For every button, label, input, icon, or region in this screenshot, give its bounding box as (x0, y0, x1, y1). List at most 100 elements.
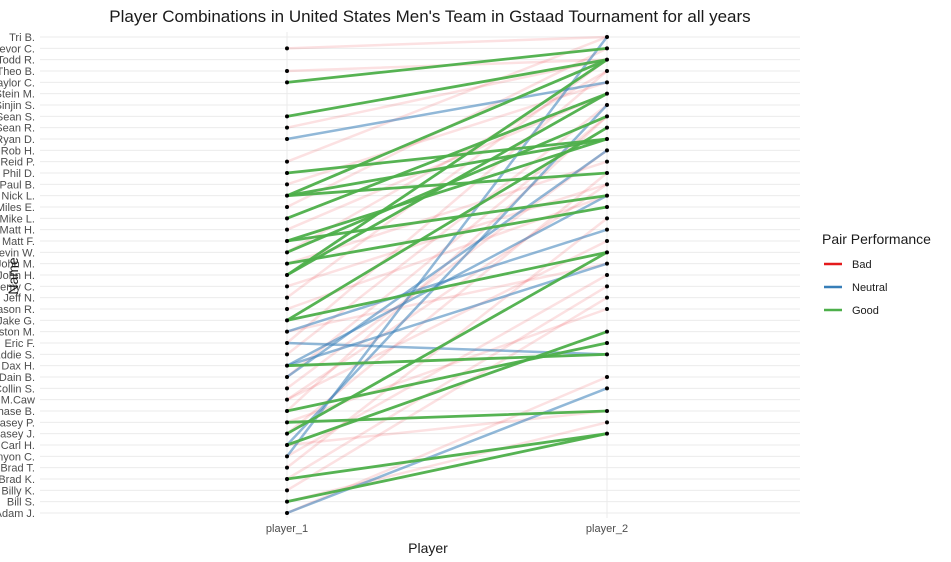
y-tick-labels: Adam J.Bill S.Billy K.Brad K.Brad T.Cany… (0, 32, 35, 520)
pair-line-bad (285, 69, 609, 254)
player-point (605, 193, 609, 198)
points-layer (285, 35, 609, 515)
player-point (285, 307, 289, 311)
y-tick-label: Brad T. (0, 463, 35, 475)
y-tick-label: Matt F. (2, 236, 35, 248)
pair-line-bad (285, 239, 609, 401)
player-point (605, 114, 609, 119)
y-tick-label: Sean S. (0, 111, 35, 123)
pair-line-bad (285, 160, 609, 265)
y-tick-label: Jake G. (0, 315, 35, 327)
player-point (605, 386, 609, 391)
pair-line-bad (285, 296, 609, 492)
player-point (605, 57, 609, 62)
y-tick-label: Theo B. (0, 66, 35, 78)
player-point (285, 341, 289, 345)
player-point (605, 137, 609, 141)
pair-line-good (285, 341, 609, 413)
y-tick-label: Chase B. (0, 406, 35, 418)
y-tick-label: Billy K. (1, 485, 35, 497)
player-point (285, 205, 289, 209)
pair-line-good (285, 432, 609, 481)
pair-line-good (285, 352, 609, 368)
player-point (605, 35, 609, 39)
y-tick-label: Todd R. (0, 55, 35, 67)
player-point (605, 227, 609, 232)
player-point (285, 46, 289, 51)
pair-line-neutral (285, 341, 609, 356)
player-point (605, 261, 609, 266)
y-tick-label: Paul B. (0, 179, 35, 191)
y-tick-label: Carl H. (1, 440, 35, 452)
pair-line-good (285, 58, 609, 118)
pair-line-good (285, 205, 609, 266)
pair-line-neutral (285, 149, 609, 379)
y-tick-label: Casey P. (0, 417, 35, 429)
pair-line-good (285, 46, 609, 84)
pair-line-good (285, 432, 609, 504)
pair-line-good (285, 58, 609, 198)
player-point (285, 465, 289, 470)
y-tick-label: Rob H. (1, 145, 35, 157)
player-point (285, 125, 289, 130)
player-point (605, 46, 609, 51)
player-point (605, 431, 609, 436)
legend-label-bad: Bad (852, 259, 872, 271)
player-point (285, 329, 289, 334)
pair-line-neutral (285, 35, 609, 458)
player-point (605, 159, 609, 164)
y-tick-label: Eddie S. (0, 349, 35, 361)
y-tick-label: Matt H. (0, 225, 35, 237)
player-point (285, 137, 289, 141)
player-point (285, 431, 289, 436)
y-tick-label: Eric F. (4, 338, 35, 350)
player-point (605, 80, 609, 85)
legend: Pair Performance Bad Neutral Good (822, 231, 931, 317)
y-tick-label: Mike L. (0, 213, 35, 225)
y-tick-label: John M. (0, 259, 35, 271)
player-point (285, 171, 289, 175)
player-point (285, 363, 289, 368)
player-point (285, 261, 289, 266)
player-point (285, 80, 289, 85)
neutral-lines-layer (285, 35, 609, 515)
pair-line-bad (285, 35, 609, 50)
y-tick-label: Adam J. (0, 508, 35, 520)
y-tick-label: Kevin W. (0, 247, 35, 259)
player-point (285, 454, 289, 459)
player-point (285, 477, 289, 481)
pair-line-bad (285, 92, 609, 231)
y-tick-label: Jeff N. (3, 293, 35, 305)
player-point (285, 114, 289, 119)
y-tick-label: Ryan D. (0, 134, 35, 146)
player-point (285, 250, 289, 255)
player-point (605, 103, 609, 107)
player-point (605, 329, 609, 334)
x-tick-label: player_1 (266, 523, 308, 535)
player-point (605, 205, 609, 209)
y-tick-label: Nick L. (1, 191, 35, 203)
y-tick-label: Bill S. (7, 497, 35, 509)
legend-label-good: Good (852, 305, 879, 317)
pair-line-good (285, 194, 609, 243)
player-point (285, 193, 289, 198)
player-point (605, 295, 609, 300)
pair-line-neutral (285, 81, 609, 141)
x-tick-labels: player_1 player_2 (266, 523, 628, 535)
x-tick-label: player_2 (586, 523, 628, 535)
y-tick-label: Trevor C. (0, 43, 35, 55)
player-point (285, 511, 289, 515)
y-tick-label: Phil D. (3, 168, 35, 180)
grid-layer (40, 32, 800, 518)
y-tick-label: Sean R. (0, 123, 35, 135)
player-point (285, 295, 289, 300)
pair-line-bad (285, 194, 609, 311)
player-point (605, 69, 609, 73)
good-lines-layer (285, 46, 609, 504)
y-tick-label: Brad K. (0, 474, 35, 486)
player-point (605, 341, 609, 345)
player-point (285, 420, 289, 425)
legend-entries: Bad Neutral Good (824, 259, 887, 317)
player-point (605, 171, 609, 175)
